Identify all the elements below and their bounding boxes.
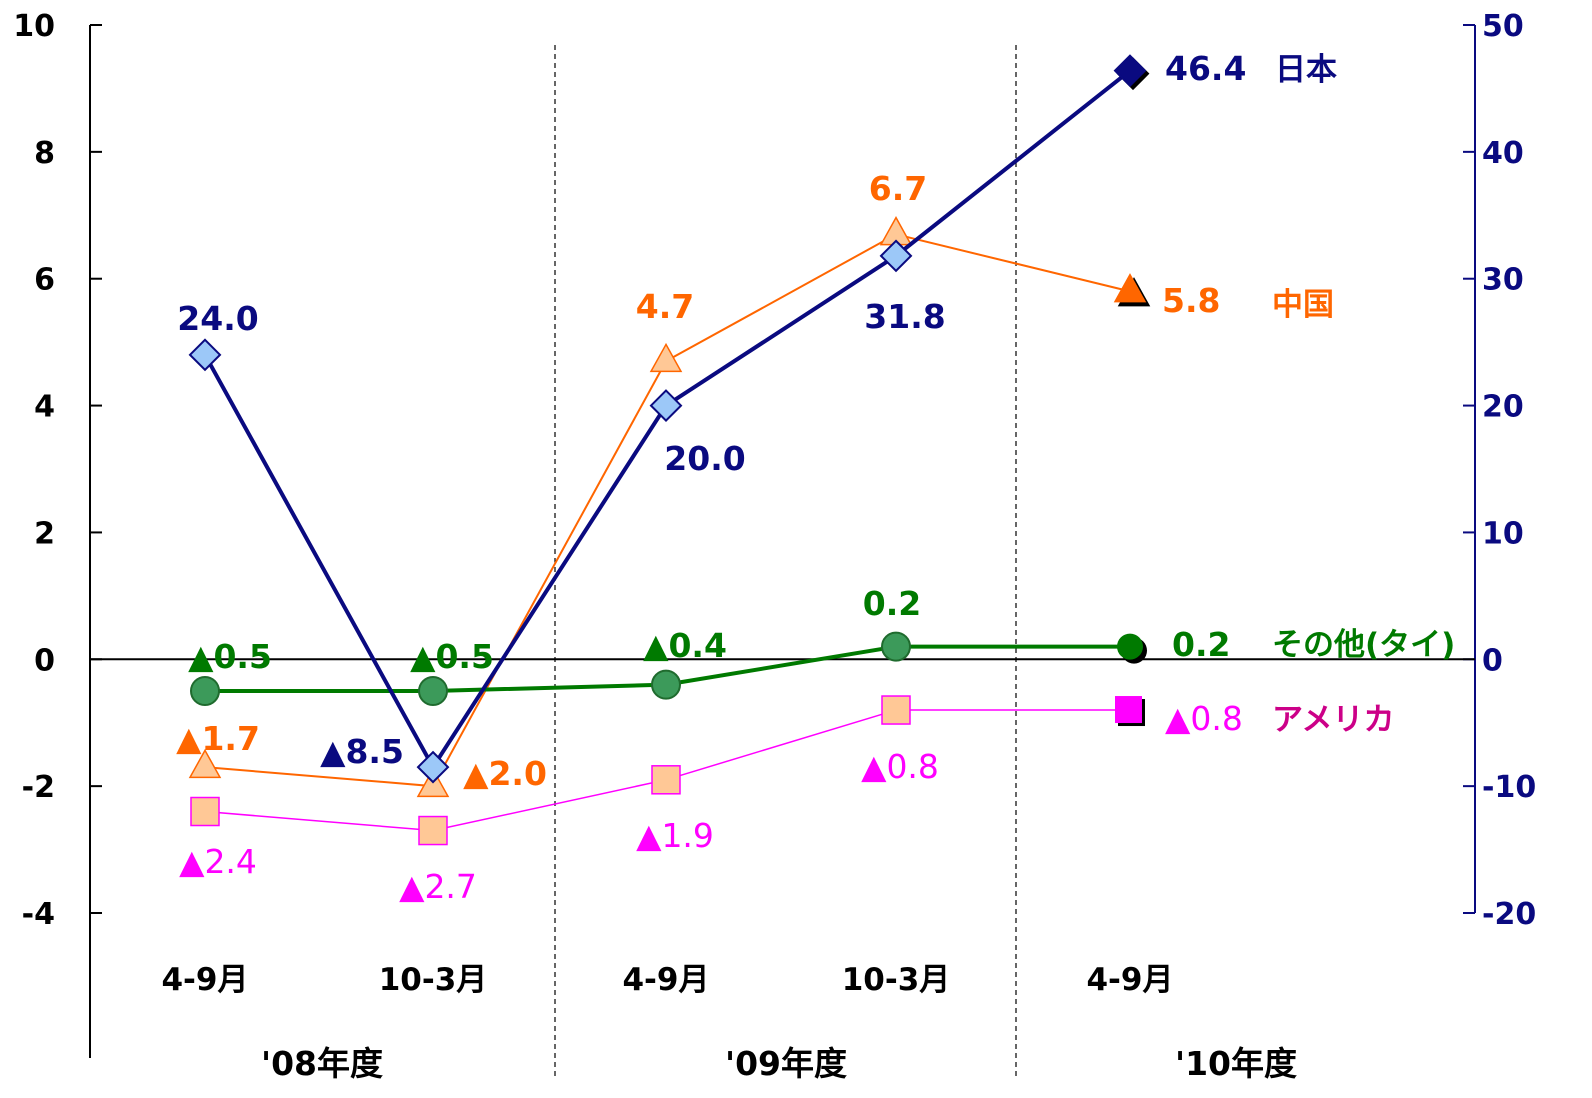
point-other [418, 676, 448, 706]
data-label-japan: 20.0 [664, 439, 745, 478]
left-axis-tick-label: 8 [34, 136, 55, 171]
left-axis-tick-label: 0 [34, 643, 55, 678]
data-label-japan: 31.8 [864, 297, 945, 336]
left-axis-tick-label: 10 [13, 9, 55, 44]
x-category-label: 4-9月 [1086, 962, 1173, 998]
right-axis-tick-label: 10 [1482, 516, 1524, 551]
left-axis-tick-label: 6 [34, 263, 55, 298]
right-axis-tick-label: 20 [1482, 390, 1524, 425]
point-japan [1113, 54, 1147, 88]
data-label-china: ▲1.7 [176, 719, 260, 758]
x-category-label: 10-3月 [379, 962, 488, 998]
data-label-other: 0.2 [863, 584, 921, 623]
right-axis-tick-label: 50 [1482, 9, 1524, 44]
point-other [881, 631, 911, 662]
series-name-china: 中国 [1272, 287, 1334, 323]
fiscal-year-label: '09年度 [725, 1044, 847, 1083]
data-label-other: ▲0.5 [188, 637, 272, 676]
fiscal-year-label: '10年度 [1175, 1044, 1297, 1083]
point-usa [418, 815, 448, 846]
data-label-japan: ▲8.5 [320, 732, 404, 771]
point-japan [879, 239, 913, 273]
point-japan [649, 389, 683, 422]
x-category-label: 4-9月 [161, 962, 248, 998]
right-axis-tick-label: -20 [1482, 897, 1536, 932]
x-category-label: 10-3月 [842, 962, 951, 998]
series-name-other: その他(タイ) [1272, 627, 1455, 663]
point-china [649, 342, 683, 373]
fiscal-year-label: '08年度 [261, 1044, 383, 1083]
point-china [1113, 273, 1147, 303]
point-other [1117, 633, 1143, 660]
data-label-usa: ▲2.4 [179, 842, 257, 881]
data-label-china: 4.7 [636, 287, 694, 326]
series-line-china [895, 233, 1131, 293]
point-japan [188, 338, 222, 372]
point-usa [1115, 696, 1142, 724]
data-label-usa: ▲2.7 [399, 867, 477, 906]
right-axis-tick-label: -10 [1482, 770, 1536, 805]
right-axis-tick-label: 0 [1482, 643, 1503, 678]
x-category-label: 4-9月 [622, 962, 709, 998]
data-label-china: 6.7 [869, 169, 927, 208]
data-label-china: 5.8 [1162, 281, 1220, 320]
point-usa [190, 796, 220, 827]
point-china [188, 748, 222, 779]
data-label-japan: 46.4 [1165, 49, 1246, 88]
right-axis-tick-label: 30 [1482, 263, 1524, 298]
point-other [651, 669, 681, 700]
point-japan [416, 750, 450, 784]
data-label-china: ▲2.0 [463, 754, 547, 793]
data-label-usa: ▲0.8 [1165, 699, 1243, 738]
data-label-other: 0.2 [1172, 625, 1230, 664]
left-axis-tick-label: 4 [34, 390, 55, 425]
data-label-other: ▲0.5 [410, 637, 494, 676]
series-name-usa: アメリカ [1272, 702, 1394, 738]
right-axis-tick-label: 40 [1482, 136, 1524, 171]
data-label-usa: ▲1.9 [636, 816, 714, 855]
data-label-usa: ▲0.8 [861, 747, 939, 786]
point-other [190, 676, 220, 706]
series-name-japan: 日本 [1275, 52, 1337, 88]
left-axis-tick-label: 2 [34, 516, 55, 551]
point-usa [881, 695, 911, 725]
left-axis-tick-label: -4 [22, 897, 55, 932]
left-axis-tick-label: -2 [22, 770, 55, 805]
series-line-china [204, 233, 897, 788]
data-label-other: ▲0.4 [643, 626, 727, 665]
point-usa [651, 765, 681, 795]
data-label-japan: 24.0 [177, 299, 258, 338]
